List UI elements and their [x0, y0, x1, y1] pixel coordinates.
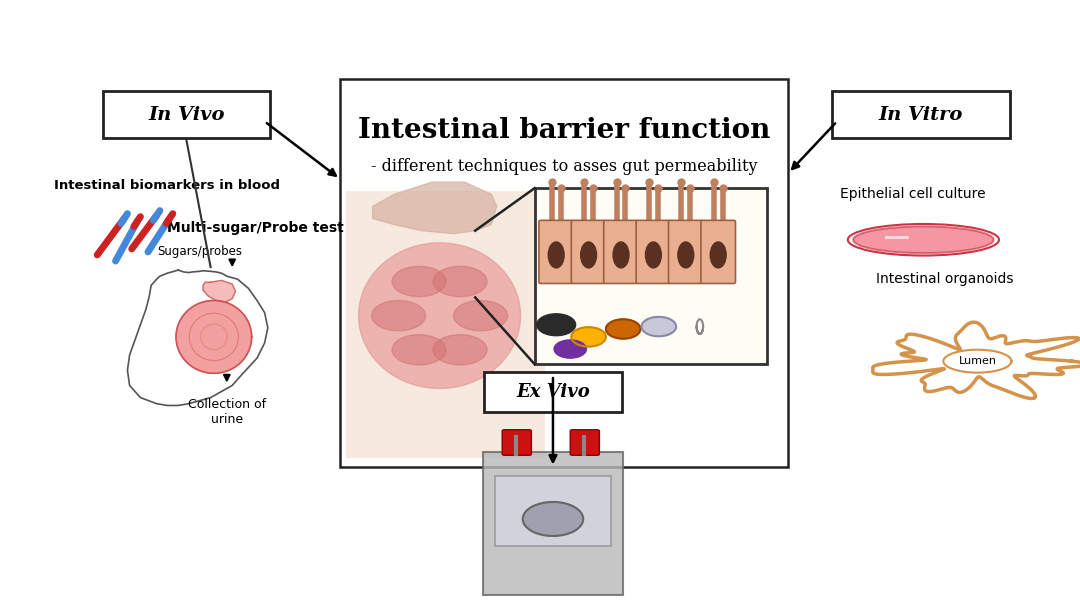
Circle shape: [642, 317, 676, 336]
Text: In Vivo: In Vivo: [148, 106, 225, 124]
Circle shape: [554, 340, 586, 358]
Text: Sugars/probes: Sugars/probes: [158, 245, 242, 259]
FancyBboxPatch shape: [571, 220, 606, 283]
Text: Intestinal barrier function: Intestinal barrier function: [357, 117, 770, 144]
Circle shape: [523, 502, 583, 536]
FancyBboxPatch shape: [502, 430, 531, 455]
Text: Multi-sugar/Probe test: Multi-sugar/Probe test: [167, 220, 345, 235]
Text: Intestinal organoids: Intestinal organoids: [876, 272, 1014, 287]
Ellipse shape: [645, 241, 662, 268]
Circle shape: [392, 266, 446, 297]
Circle shape: [571, 327, 606, 347]
Polygon shape: [373, 182, 497, 234]
Ellipse shape: [580, 241, 597, 268]
Text: Epithelial cell culture: Epithelial cell culture: [840, 187, 985, 202]
Polygon shape: [203, 280, 235, 302]
Circle shape: [454, 300, 508, 331]
FancyBboxPatch shape: [535, 188, 767, 364]
FancyBboxPatch shape: [346, 191, 545, 458]
Text: - different techniques to asses gut permeability: - different techniques to asses gut perm…: [370, 158, 757, 175]
FancyBboxPatch shape: [483, 452, 623, 595]
Ellipse shape: [548, 241, 565, 268]
FancyBboxPatch shape: [636, 220, 671, 283]
FancyBboxPatch shape: [340, 79, 788, 467]
FancyBboxPatch shape: [484, 372, 622, 412]
FancyBboxPatch shape: [495, 476, 611, 546]
Ellipse shape: [710, 241, 727, 268]
Circle shape: [606, 319, 640, 339]
Text: Lumen: Lumen: [958, 356, 997, 365]
Text: Collection of
urine: Collection of urine: [188, 398, 266, 426]
FancyBboxPatch shape: [669, 220, 703, 283]
Ellipse shape: [677, 241, 694, 268]
Circle shape: [433, 334, 487, 365]
Circle shape: [433, 266, 487, 297]
Text: In Vitro: In Vitro: [878, 106, 963, 124]
FancyBboxPatch shape: [103, 91, 270, 138]
Text: Intestinal biomarkers in blood: Intestinal biomarkers in blood: [54, 178, 280, 192]
FancyBboxPatch shape: [604, 220, 638, 283]
FancyBboxPatch shape: [570, 430, 599, 455]
Ellipse shape: [853, 226, 994, 253]
FancyBboxPatch shape: [539, 220, 573, 283]
Text: Ussing Chamber: Ussing Chamber: [496, 390, 610, 405]
Polygon shape: [944, 350, 1011, 373]
Circle shape: [372, 300, 426, 331]
FancyBboxPatch shape: [701, 220, 735, 283]
Ellipse shape: [612, 241, 630, 268]
Circle shape: [537, 314, 576, 336]
FancyBboxPatch shape: [832, 91, 1010, 138]
Circle shape: [392, 334, 446, 365]
Text: Ex Vivo: Ex Vivo: [516, 383, 590, 401]
Polygon shape: [359, 243, 521, 388]
Polygon shape: [176, 300, 252, 373]
